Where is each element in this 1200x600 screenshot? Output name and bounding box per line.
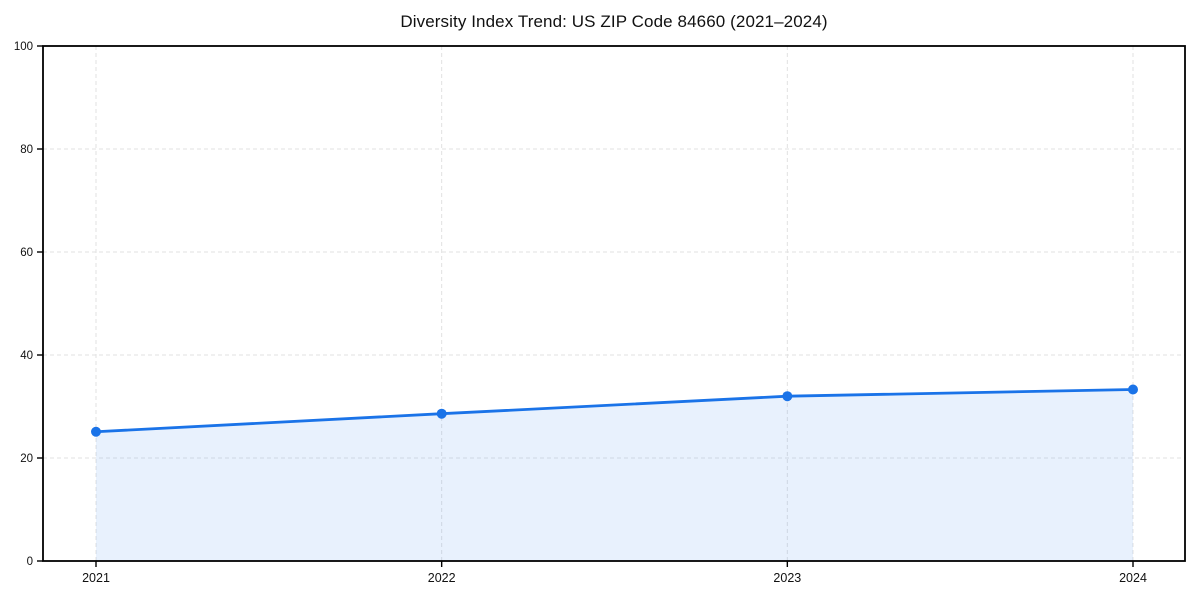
y-tick-label: 40 <box>20 350 33 362</box>
x-tick-label: 2024 <box>1119 571 1147 585</box>
chart-title: Diversity Index Trend: US ZIP Code 84660… <box>400 12 828 31</box>
y-tick-label: 20 <box>20 453 33 465</box>
x-tick-label: 2021 <box>82 571 110 585</box>
plot-border <box>42 45 1186 562</box>
x-tick-label: 2023 <box>773 571 801 585</box>
y-tick-label: 80 <box>20 144 33 156</box>
y-tick-label: 60 <box>20 247 33 259</box>
x-tick-label: 2022 <box>428 571 456 585</box>
data-point-2022 <box>436 408 447 419</box>
trend-line <box>94 388 1135 434</box>
data-point-2024 <box>1128 384 1138 395</box>
y-tick-label: 0 <box>27 556 33 568</box>
y-tick-label: 100 <box>14 41 33 53</box>
area-fill <box>96 389 1133 561</box>
data-point-2023 <box>782 391 793 402</box>
data-point-2021 <box>91 426 101 437</box>
